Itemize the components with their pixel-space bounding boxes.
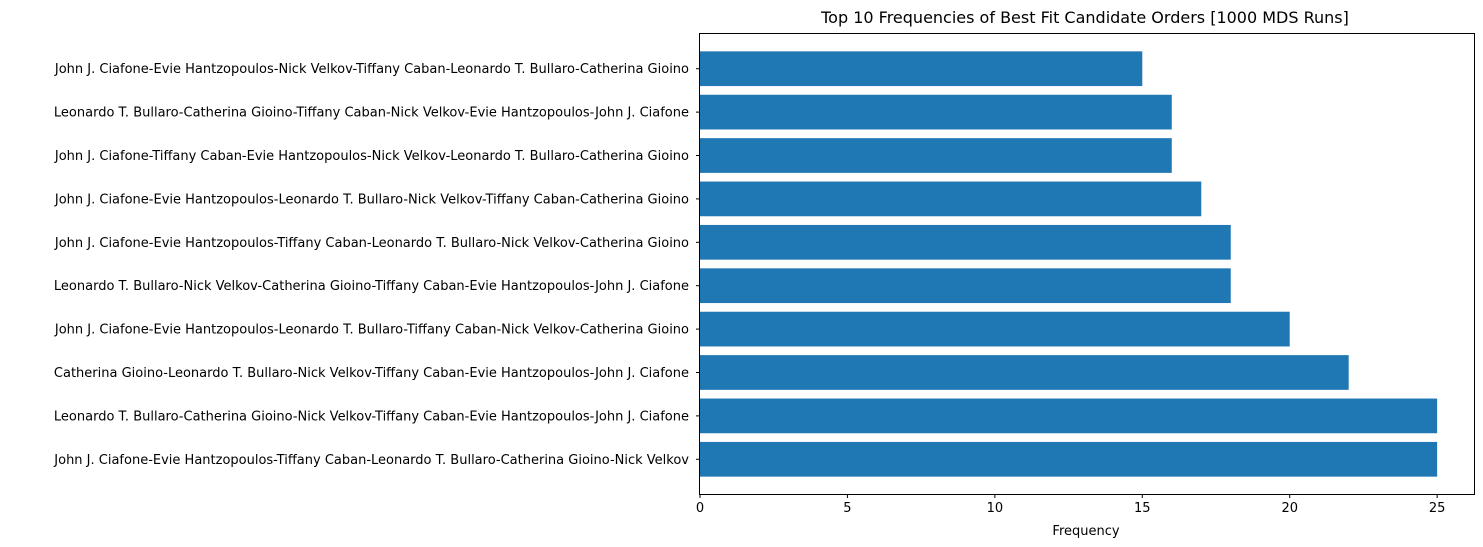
bar (700, 181, 1202, 217)
x-axis-label: Frequency (1052, 524, 1119, 539)
bar (700, 311, 1290, 347)
bar (700, 441, 1438, 477)
bar (700, 398, 1438, 434)
x-tick-label: 0 (696, 501, 704, 516)
bar (700, 138, 1172, 173)
x-tick-label: 10 (987, 501, 1004, 516)
y-tick-label: John J. Ciafone-Evie Hantzopoulos-Leonar… (54, 192, 689, 207)
y-tick-label: Leonardo T. Bullaro-Catherina Gioino-Nic… (54, 409, 689, 424)
plot-frame (699, 33, 1475, 495)
y-tick-label: John J. Ciafone-Evie Hantzopoulos-Tiffan… (53, 453, 689, 468)
y-tick-label: John J. Ciafone-Evie Hantzopoulos-Nick V… (54, 62, 689, 77)
bar (700, 268, 1231, 304)
bars-layer (700, 51, 1438, 477)
y-tick-label: John J. Ciafone-Evie Hantzopoulos-Leonar… (54, 323, 689, 338)
bar (700, 224, 1231, 260)
y-tick-label: John J. Ciafone-Evie Hantzopoulos-Tiffan… (54, 236, 689, 251)
x-tick-label: 5 (843, 501, 851, 516)
y-tick-label: Catherina Gioino-Leonardo T. Bullaro-Nic… (54, 366, 689, 381)
y-tick-label: John J. Ciafone-Tiffany Caban-Evie Hantz… (54, 149, 689, 164)
y-tick-label: Leonardo T. Bullaro-Catherina Gioino-Tif… (54, 106, 689, 121)
chart-title: Top 10 Frequencies of Best Fit Candidate… (820, 8, 1349, 27)
y-tick-layer: John J. Ciafone-Evie Hantzopoulos-Tiffan… (53, 62, 700, 468)
bar (700, 94, 1172, 130)
y-tick-label: Leonardo T. Bullaro-Nick Velkov-Catherin… (54, 279, 689, 294)
bar (700, 51, 1143, 87)
x-tick-label: 20 (1281, 501, 1298, 516)
x-tick-label: 25 (1429, 501, 1446, 516)
x-tick-label: 15 (1134, 501, 1151, 516)
bar (700, 355, 1349, 390)
x-tick-layer: 0 5 10 15 20 25 (696, 494, 1446, 516)
